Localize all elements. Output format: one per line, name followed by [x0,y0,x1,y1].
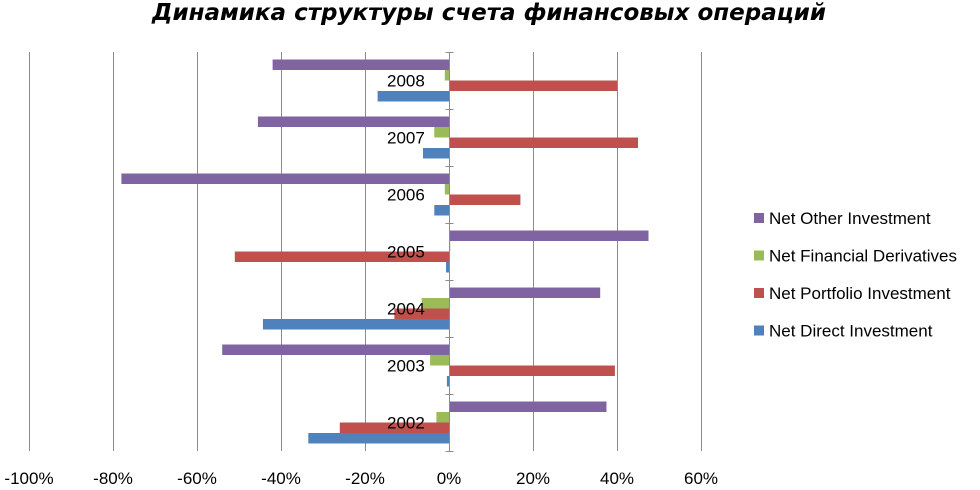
bar [434,127,449,138]
x-tick-labels: -100% -80% -60% -40% -20% 0% 20% 40% 60% [4,469,718,488]
zero-axis [445,52,454,452]
category-label: 2003 [387,357,425,376]
bar [449,80,617,91]
legend-label: Net Portfolio Investment [769,284,951,303]
x-tick-label: -20% [345,469,385,488]
bar [449,401,607,412]
legend-label: Net Financial Derivatives [769,247,957,266]
legend-swatch [754,213,764,223]
legend-label: Net Direct Investment [769,322,933,341]
x-tick-label: 0% [437,469,462,488]
bar [257,116,449,127]
bar [449,287,601,298]
x-tick-label: -60% [177,469,217,488]
bar [234,251,449,262]
chart-title: Динамика структуры счета финансовых опер… [151,0,826,26]
bar [262,319,449,330]
legend: Net Other Investment Net Financial Deriva… [754,209,957,341]
bar [121,173,450,184]
legend-swatch [754,325,764,336]
bar [444,70,449,81]
bar [222,344,449,355]
bar [430,355,449,366]
category-label: 2002 [387,414,425,433]
category-label: 2004 [387,300,425,319]
x-tick-label: 60% [684,469,718,488]
category-label: 2008 [387,72,425,91]
bar [446,376,449,387]
x-tick-label: -80% [93,469,133,488]
legend-swatch [754,250,764,261]
bar [449,230,649,241]
bar [377,91,449,102]
x-tick-label: -100% [4,469,53,488]
bar [272,59,449,70]
bar [449,137,638,148]
bar [421,298,449,309]
category-label: 2005 [387,243,425,262]
category-label: 2006 [387,186,425,205]
bar [449,365,615,376]
bar [446,262,449,273]
bar [434,205,449,216]
legend-label: Net Other Investment [769,209,931,228]
x-tick-label: 20% [516,469,550,488]
x-tick-label: -40% [261,469,301,488]
bar [444,184,449,195]
bar [339,422,449,433]
bar [436,412,449,423]
bar [422,148,449,159]
bar [308,433,449,444]
x-tick-label: 40% [600,469,634,488]
bar [394,308,449,319]
legend-swatch [754,288,764,298]
category-label: 2007 [387,129,425,148]
category-labels: 2002 2003 2004 2005 2006 2007 2008 [387,72,425,433]
bar [449,194,521,205]
bars [121,59,649,444]
